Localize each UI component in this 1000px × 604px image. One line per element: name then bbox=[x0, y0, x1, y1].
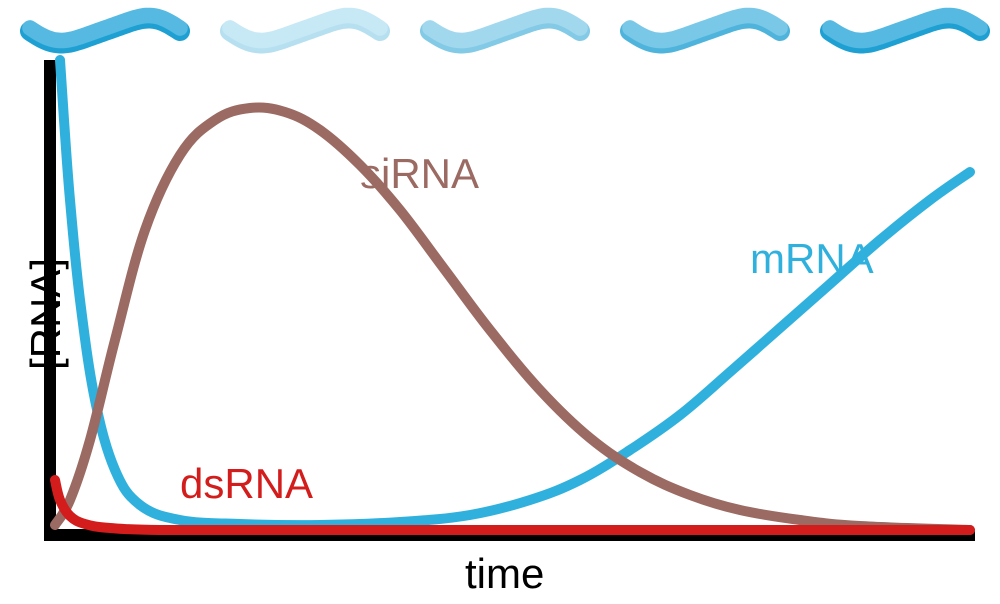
figure-root: [RNA] time siRNA mRNA dsRNA bbox=[0, 0, 1000, 604]
wave-icon bbox=[630, 16, 780, 44]
plot-canvas bbox=[0, 0, 1000, 604]
wave-icon bbox=[430, 16, 580, 44]
x-axis-label: time bbox=[465, 550, 544, 598]
wave-icon bbox=[230, 16, 380, 44]
wave-icon bbox=[830, 16, 980, 44]
sirna-label: siRNA bbox=[360, 150, 479, 198]
mrna-label: mRNA bbox=[750, 235, 874, 283]
y-axis-label: [RNA] bbox=[22, 258, 70, 370]
wave-icon bbox=[30, 16, 180, 44]
dsrna-label: dsRNA bbox=[180, 460, 313, 508]
